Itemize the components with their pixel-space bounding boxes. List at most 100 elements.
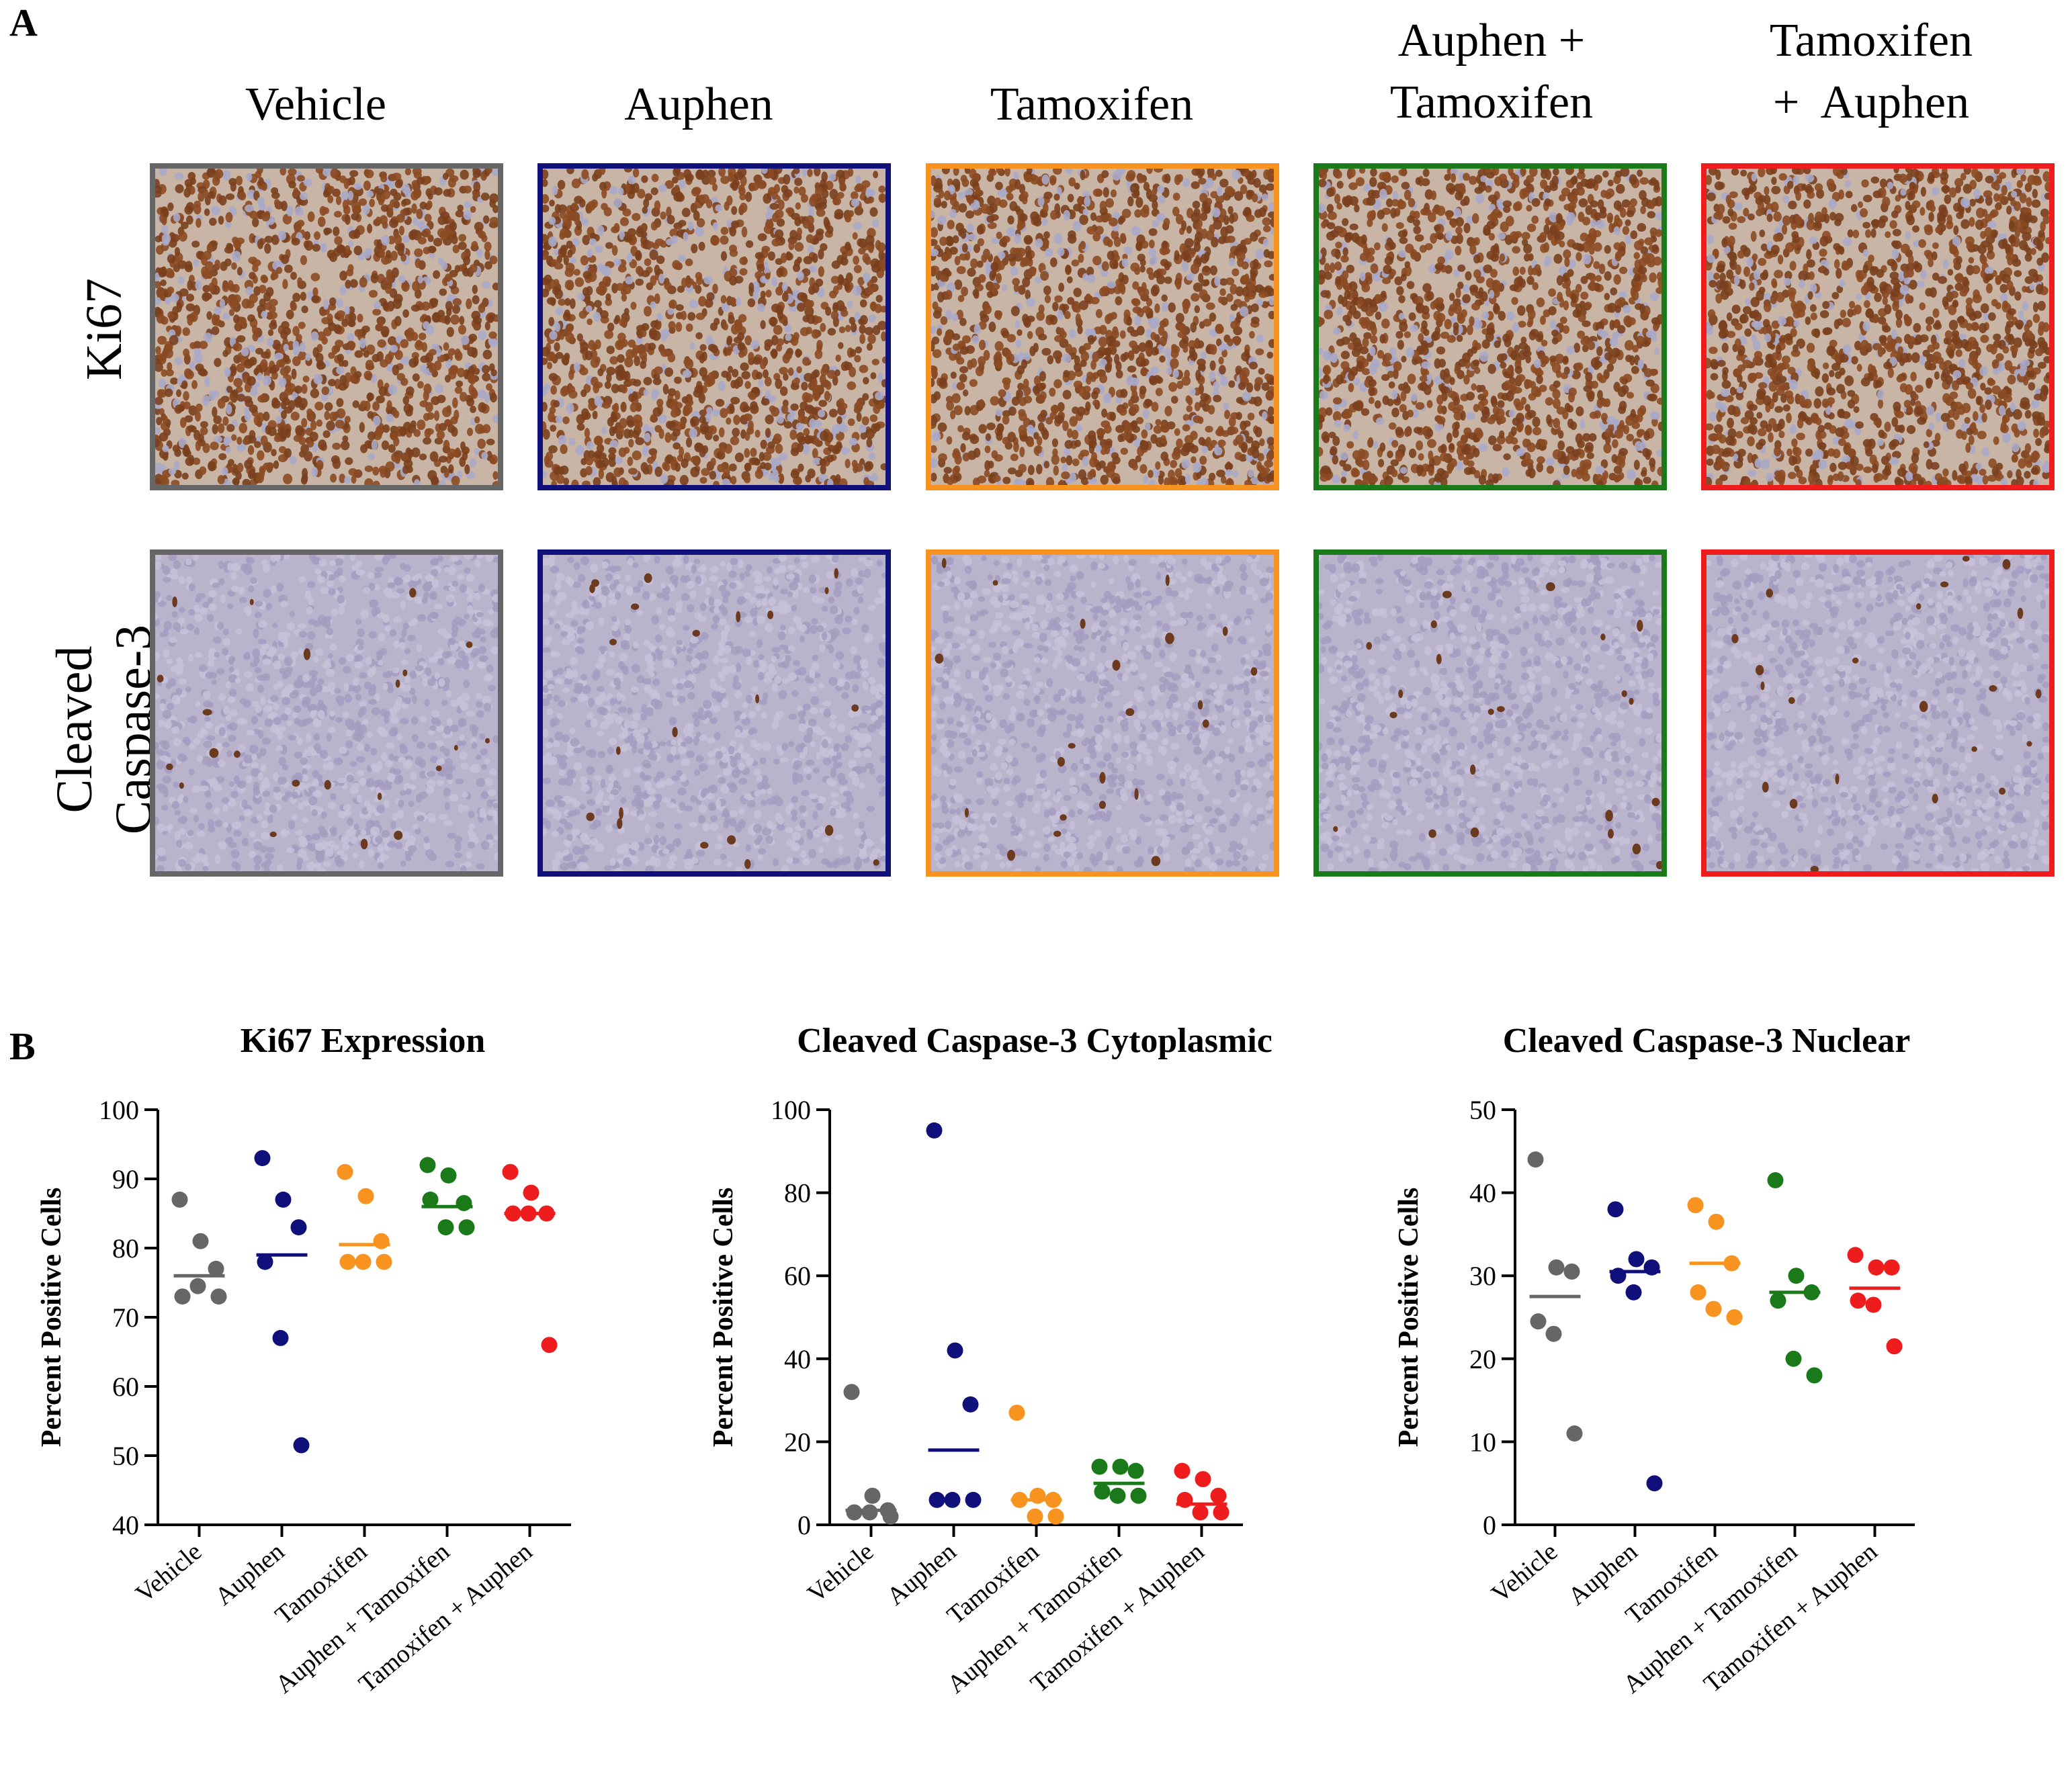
- x-tick-label: Vehicle: [802, 1538, 879, 1608]
- series-auphen: [254, 1150, 310, 1454]
- y-tick-label: 50: [1469, 1095, 1496, 1125]
- chart-title-caspase-nuclear: Cleaved Caspase-3 Nuclear: [1502, 1022, 1911, 1060]
- data-point: [864, 1487, 881, 1504]
- data-point: [1545, 1325, 1562, 1342]
- data-point: [1788, 1268, 1805, 1284]
- caspase-tamoxifen-image: [926, 549, 1279, 877]
- y-tick-label: 40: [112, 1510, 139, 1540]
- series-vehicle: [171, 1191, 227, 1305]
- series-vehicle: [843, 1384, 899, 1525]
- caspase-auphen-tamoxifen-image: [1313, 549, 1667, 877]
- data-point: [929, 1491, 945, 1508]
- data-point: [1886, 1338, 1903, 1355]
- data-point: [437, 1219, 454, 1236]
- series-auphen-tamoxifen: [1091, 1458, 1147, 1504]
- data-point: [1607, 1201, 1624, 1218]
- y-tick-label: 0: [797, 1510, 811, 1540]
- x-tick-label: Vehicle: [1486, 1538, 1563, 1608]
- y-tick-label: 40: [1469, 1178, 1496, 1208]
- column-label-tamoxifen: Tamoxifen: [990, 79, 1194, 130]
- data-point: [422, 1191, 439, 1208]
- data-point: [440, 1167, 457, 1184]
- data-point: [846, 1504, 863, 1521]
- x-tick-label: Vehicle: [130, 1538, 207, 1608]
- series-auphen-tamoxifen: [419, 1157, 475, 1236]
- column-label-auphen-tamoxifen: Auphen + Tamoxifen: [1389, 15, 1594, 128]
- chart-title-caspase-cytoplasmic: Cleaved Caspase-3 Cytoplasmic: [797, 1022, 1272, 1060]
- panel-label-b: B: [9, 1024, 36, 1068]
- data-point: [1210, 1487, 1227, 1504]
- data-point: [1548, 1259, 1565, 1276]
- series-tamoxifen: [337, 1163, 392, 1270]
- y-tick-label: 80: [784, 1178, 811, 1208]
- caspase-auphen-image: [537, 549, 891, 877]
- data-point: [1708, 1213, 1725, 1230]
- y-tick-label: 60: [112, 1372, 139, 1402]
- data-point: [1008, 1405, 1025, 1421]
- data-point: [458, 1219, 475, 1236]
- y-tick-label: 50: [112, 1441, 139, 1471]
- data-point: [272, 1329, 289, 1346]
- data-point: [1770, 1292, 1786, 1309]
- data-point: [290, 1219, 307, 1236]
- series-auphen: [926, 1122, 982, 1508]
- y-tick-label: 0: [1483, 1510, 1496, 1540]
- caspase-vehicle-image: [150, 549, 503, 877]
- column-label-vehicle: Vehicle: [245, 79, 386, 130]
- data-point: [502, 1163, 519, 1180]
- data-point: [1726, 1309, 1743, 1325]
- data-point: [882, 1508, 899, 1525]
- data-point: [1130, 1487, 1147, 1504]
- y-axis-label: Percent Positive Cells: [1393, 1188, 1424, 1447]
- y-tick-label: 30: [1469, 1261, 1496, 1291]
- data-point: [293, 1437, 310, 1454]
- y-tick-label: 100: [99, 1095, 139, 1125]
- data-point: [1628, 1251, 1645, 1268]
- data-point: [843, 1384, 860, 1401]
- panel-label-a: A: [9, 1, 38, 44]
- ki67-tamoxifen-auphen-image: [1701, 163, 2055, 490]
- data-point: [1127, 1462, 1144, 1479]
- y-tick-label: 90: [112, 1164, 139, 1194]
- y-tick-label: 20: [1469, 1344, 1496, 1374]
- y-tick-label: 100: [771, 1095, 811, 1125]
- data-point: [1094, 1483, 1111, 1500]
- ki67-auphen-tamoxifen-image: [1313, 163, 1667, 490]
- data-point: [944, 1491, 961, 1508]
- data-point: [962, 1396, 979, 1413]
- data-point: [373, 1233, 390, 1249]
- data-point: [947, 1342, 963, 1359]
- data-point: [1847, 1247, 1864, 1264]
- data-point: [1213, 1504, 1229, 1521]
- column-label-tamoxifen-auphen: Tamoxifen + Auphen: [1769, 15, 1973, 128]
- ki67-vehicle-image: [150, 163, 503, 490]
- ki67-auphen-image: [537, 163, 891, 490]
- data-point: [192, 1233, 209, 1249]
- data-point: [1705, 1300, 1722, 1317]
- data-point: [208, 1260, 224, 1277]
- data-point: [1806, 1367, 1823, 1384]
- data-point: [1195, 1471, 1211, 1488]
- data-point: [541, 1337, 558, 1354]
- data-point: [1767, 1172, 1784, 1189]
- data-point: [275, 1191, 292, 1208]
- y-tick-label: 10: [1469, 1427, 1496, 1457]
- ki67-tamoxifen-image: [926, 163, 1279, 490]
- y-tick-label: 80: [112, 1233, 139, 1264]
- data-point: [1625, 1284, 1642, 1300]
- series-tamoxifen-auphen: [1174, 1462, 1229, 1521]
- chart-title-ki67: Ki67 Expression: [240, 1022, 486, 1060]
- data-point: [419, 1157, 436, 1174]
- data-point: [1192, 1504, 1209, 1521]
- data-point: [1112, 1458, 1129, 1475]
- y-tick-label: 40: [784, 1344, 811, 1374]
- data-point: [1646, 1475, 1663, 1492]
- data-point: [1091, 1458, 1108, 1475]
- data-point: [523, 1184, 539, 1201]
- data-point: [1174, 1462, 1191, 1479]
- data-point: [456, 1195, 472, 1212]
- data-point: [1785, 1350, 1802, 1367]
- data-point: [171, 1191, 188, 1208]
- y-tick-label: 70: [112, 1302, 139, 1333]
- data-point: [1883, 1259, 1900, 1276]
